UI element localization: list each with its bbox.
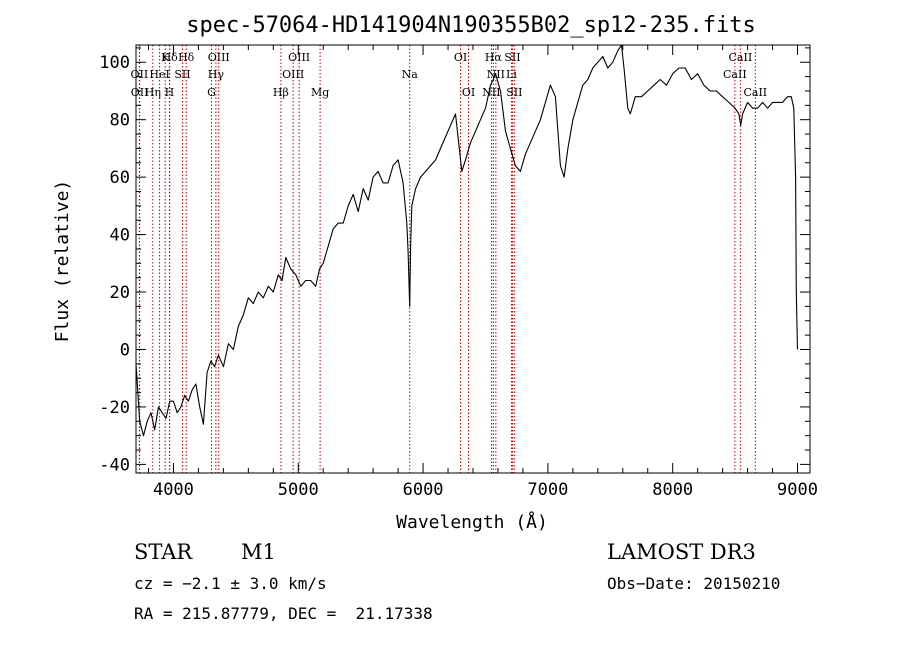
y-tick-label-1: -20 <box>99 398 130 418</box>
line-label-22: Hβ <box>273 86 289 99</box>
line-label-5: OI <box>454 51 467 64</box>
survey-name: LAMOST DR3 <box>607 540 756 564</box>
x-tick-label-4: 8000 <box>652 480 693 500</box>
x-tick-label-3: 7000 <box>527 480 568 500</box>
y-tick-label-5: 60 <box>110 168 130 188</box>
line-label-6: Hα <box>485 51 503 64</box>
x-tick-label-5: 9000 <box>777 480 818 500</box>
line-label-7: SII <box>504 51 520 64</box>
observation-date: Obs−Date: 20150210 <box>607 574 781 593</box>
line-label-11: SII <box>174 68 190 81</box>
line-label-24: OI <box>462 86 475 99</box>
line-label-15: NII <box>487 68 505 81</box>
spectrum-series <box>135 44 799 437</box>
line-label-26: SII <box>506 86 522 99</box>
line-label-10: HeI <box>149 68 169 81</box>
y-tick-label-6: 80 <box>110 111 130 131</box>
line-label-17: CaII <box>723 68 747 81</box>
y-axis-label: Flux (relative) <box>52 180 73 343</box>
line-label-0: Hδ <box>162 51 179 64</box>
axis-ticks: 4000 5000 6000 7000 8000 9000 -40 -20 0 20 40 60 80 1… <box>99 45 818 500</box>
coordinates: RA = 215.87779, DEC = 21.17338 <box>134 604 433 623</box>
line-label-20: H <box>165 86 175 99</box>
line-label-8: CaII <box>729 51 753 64</box>
line-label-16: Li <box>506 68 517 81</box>
y-tick-label-7: 100 <box>99 53 130 73</box>
line-label-27: CaII <box>743 86 767 99</box>
line-label-21: G <box>207 86 216 99</box>
line-label-23: Mg <box>311 86 329 99</box>
chart-title: spec-57064-HD141904N190355B02_sp12-235.f… <box>186 13 756 38</box>
line-label-1: K <box>161 51 170 64</box>
spectral-line-markers <box>138 45 756 473</box>
line-label-19: Hη <box>145 86 161 99</box>
x-tick-label-1: 5000 <box>278 480 319 500</box>
x-tick-label-2: 6000 <box>403 480 444 500</box>
line-label-12: Hγ <box>208 68 225 81</box>
x-tick-label-0: 4000 <box>153 480 194 500</box>
line-label-9: OII <box>131 68 149 81</box>
series-line-spectrum <box>135 44 799 437</box>
line-label-4: OIII <box>288 51 310 64</box>
y-tick-label-4: 40 <box>110 226 130 246</box>
y-tick-label-2: 0 <box>120 340 130 360</box>
x-axis-label: Wavelength (Å) <box>396 511 548 533</box>
line-label-14: Na <box>402 68 419 81</box>
plot-frame <box>135 44 811 474</box>
y-tick-label-0: -40 <box>99 455 130 475</box>
line-label-25: NII <box>482 86 500 99</box>
line-label-13: OIII <box>282 68 304 81</box>
object-class: STAR <box>134 540 193 564</box>
object-subclass: M1 <box>241 540 276 564</box>
y-tick-label-3: 20 <box>110 283 130 303</box>
line-label-18: OII <box>131 86 149 99</box>
line-label-2: Hδ <box>178 51 195 64</box>
line-label-3: OIII <box>208 51 230 64</box>
redshift-velocity: cz = −2.1 ± 3.0 km/s <box>134 574 327 593</box>
